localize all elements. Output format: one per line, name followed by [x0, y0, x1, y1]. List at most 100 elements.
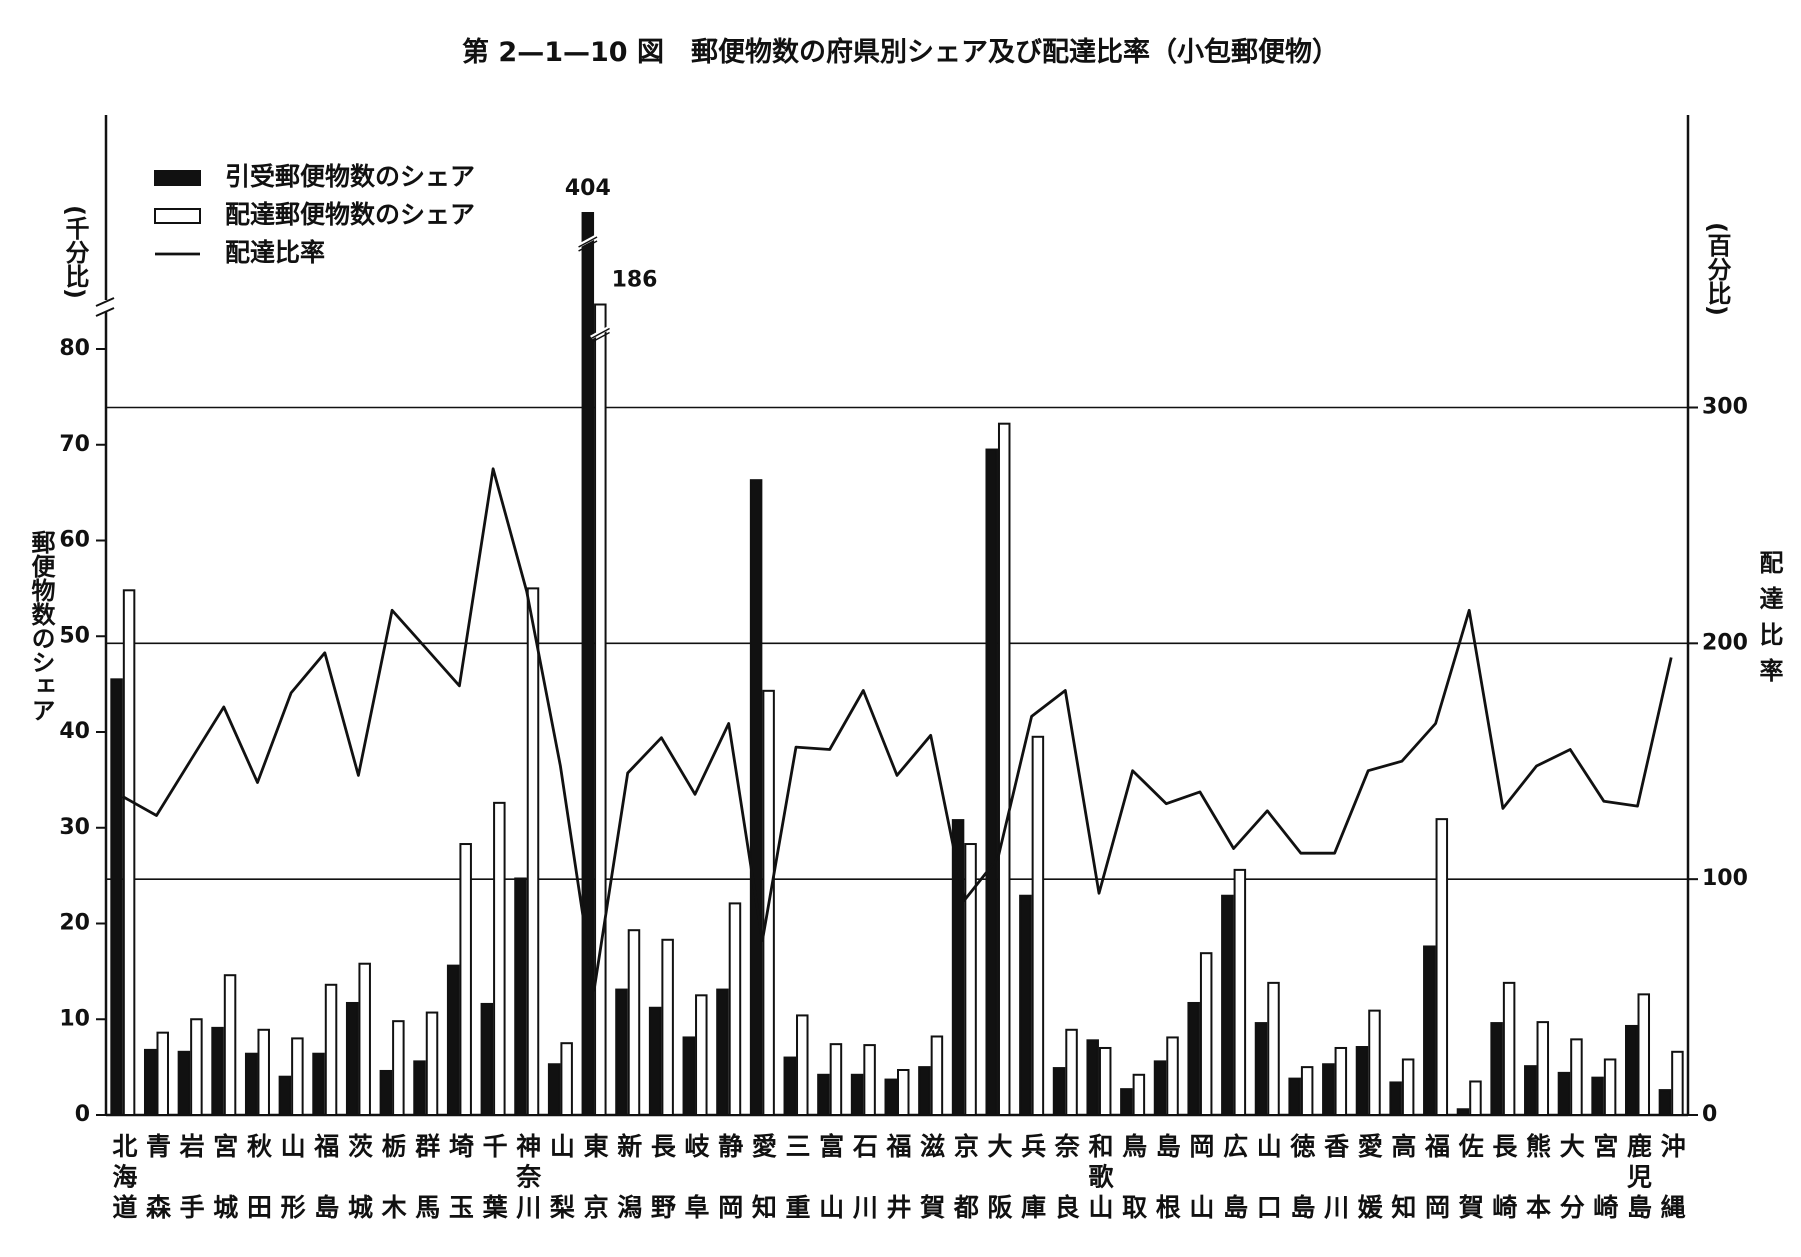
bar [627, 929, 641, 1117]
bar [1423, 945, 1436, 1116]
bar [850, 1073, 864, 1117]
bar-break [578, 240, 598, 252]
y-tick-label: 30 [59, 815, 90, 840]
bar [1031, 735, 1045, 1116]
bar [1435, 818, 1449, 1116]
bar [324, 983, 338, 1117]
y-axis-label: 郵便物数のシェア [27, 530, 55, 722]
bar [244, 1052, 258, 1116]
bar [1490, 1022, 1503, 1117]
bar [1254, 1022, 1268, 1117]
bar [1401, 1058, 1415, 1116]
bar [1019, 894, 1032, 1116]
bar [817, 1073, 830, 1117]
bar [446, 964, 460, 1116]
bar [358, 962, 371, 1117]
x-tick-label: 北海道 [108, 1133, 138, 1219]
x-tick-label: 大阪 [983, 1133, 1013, 1219]
bar [156, 1031, 169, 1117]
bar [648, 1006, 662, 1117]
bar [1502, 981, 1516, 1116]
x-tick-label: 大分 [1556, 1133, 1586, 1219]
bar [997, 422, 1011, 1116]
bar [392, 1020, 405, 1116]
x-tick-label: 沖縄 [1657, 1133, 1687, 1219]
bar [278, 1075, 292, 1116]
bar [291, 1037, 304, 1117]
bar [1625, 1024, 1638, 1117]
bar [1065, 1028, 1078, 1116]
bar [312, 1052, 325, 1116]
x-tick-label: 岩手 [176, 1133, 206, 1219]
x-tick-label: 宮城 [209, 1133, 239, 1219]
bar [728, 902, 742, 1117]
x-tick-label: 千葉 [479, 1133, 509, 1219]
y-tick-label: 70 [59, 432, 90, 457]
x-tick-label: 静岡 [714, 1133, 744, 1219]
value-label: 186 [612, 268, 658, 293]
x-tick-label: 滋賀 [916, 1133, 946, 1219]
x-tick-label: 佐賀 [1455, 1133, 1485, 1219]
bar [143, 1048, 157, 1117]
bar [615, 988, 628, 1117]
bar [661, 938, 674, 1117]
x-tick-label: 広島 [1219, 1133, 1249, 1219]
bar-break [590, 327, 610, 340]
bar [1637, 993, 1651, 1116]
chart-title: 第 2—1—10 図 郵便物数の府県別シェア及び配達比率（小包郵便物） [462, 37, 1339, 68]
bar [1603, 1058, 1617, 1116]
x-tick-label: 岐阜 [681, 1133, 711, 1219]
bar [1153, 1060, 1167, 1117]
bar [211, 1026, 224, 1117]
y-tick-label: 80 [59, 336, 90, 361]
bar [1233, 868, 1247, 1116]
bar-break [577, 234, 599, 248]
x-tick-label: 鳥取 [1118, 1133, 1148, 1219]
line [122, 467, 1673, 992]
bar [514, 877, 527, 1116]
x-tick-label: 島根 [1152, 1133, 1182, 1219]
bar [1334, 1046, 1348, 1116]
bar [110, 678, 123, 1117]
bar [1187, 1001, 1200, 1116]
y-tick-label: 10 [59, 1006, 90, 1031]
bar [1052, 1067, 1066, 1117]
x-tick-label: 岡山 [1185, 1133, 1215, 1219]
legend-swatch [154, 208, 201, 224]
bar [1132, 1073, 1146, 1117]
x-tick-label: 富山 [815, 1133, 845, 1219]
bar [1098, 1046, 1112, 1116]
bar [1389, 1081, 1402, 1116]
y2-tick-label: 200 [1702, 630, 1748, 655]
bar [547, 1063, 561, 1116]
x-tick-label: 茨城 [344, 1133, 374, 1219]
y-tick-label: 0 [75, 1102, 90, 1127]
bar [783, 1056, 797, 1117]
x-tick-label: 群馬 [411, 1133, 441, 1219]
bar [1591, 1076, 1604, 1116]
bar [796, 1014, 809, 1116]
legend-swatch [154, 170, 201, 186]
bar [425, 1011, 439, 1116]
bar [257, 1028, 270, 1116]
bar [964, 843, 977, 1117]
bar [581, 212, 595, 1116]
bar [493, 801, 506, 1116]
legend-label: 配達郵便物数のシェア [225, 200, 475, 229]
y-tick-label: 50 [59, 623, 90, 648]
bar [682, 1036, 696, 1117]
bar [223, 974, 237, 1117]
bar [1658, 1089, 1672, 1116]
x-tick-label: 愛媛 [1354, 1133, 1384, 1219]
bar [1221, 894, 1234, 1116]
x-tick-label: 鹿児島 [1623, 1133, 1653, 1219]
bar [379, 1069, 393, 1116]
bar-break [590, 325, 611, 340]
bar [1086, 1039, 1099, 1116]
bar [1469, 1080, 1482, 1117]
bar [480, 1002, 494, 1116]
bar [1524, 1065, 1537, 1116]
bar-break [590, 331, 610, 344]
bar [1368, 1009, 1381, 1117]
